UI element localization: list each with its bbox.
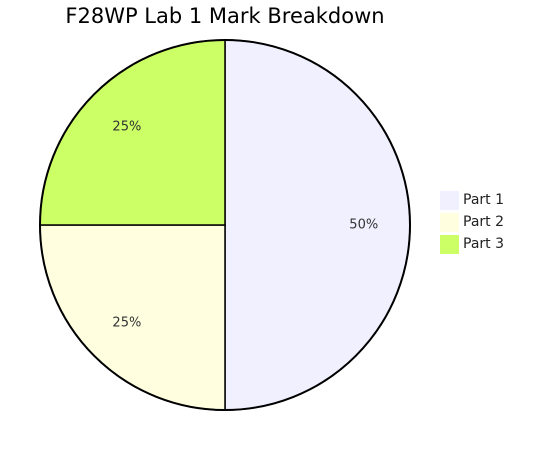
legend: Part 1 Part 2 Part 3 [440, 191, 504, 254]
slice-label: 50% [349, 218, 378, 233]
legend-swatch [440, 235, 459, 254]
legend-label: Part 3 [463, 236, 504, 252]
legend-label: Part 2 [463, 214, 504, 230]
pie-slice [224, 39, 411, 411]
pie: 50% 25% 25% [39, 39, 411, 411]
pie-outline [39, 39, 411, 411]
chart-title: F28WP Lab 1 Mark Breakdown [65, 4, 384, 28]
legend-swatch [440, 213, 459, 232]
legend-swatch [440, 191, 459, 210]
slice-label: 25% [112, 119, 141, 134]
slice-label: 25% [112, 316, 141, 331]
legend-label: Part 1 [463, 192, 504, 208]
